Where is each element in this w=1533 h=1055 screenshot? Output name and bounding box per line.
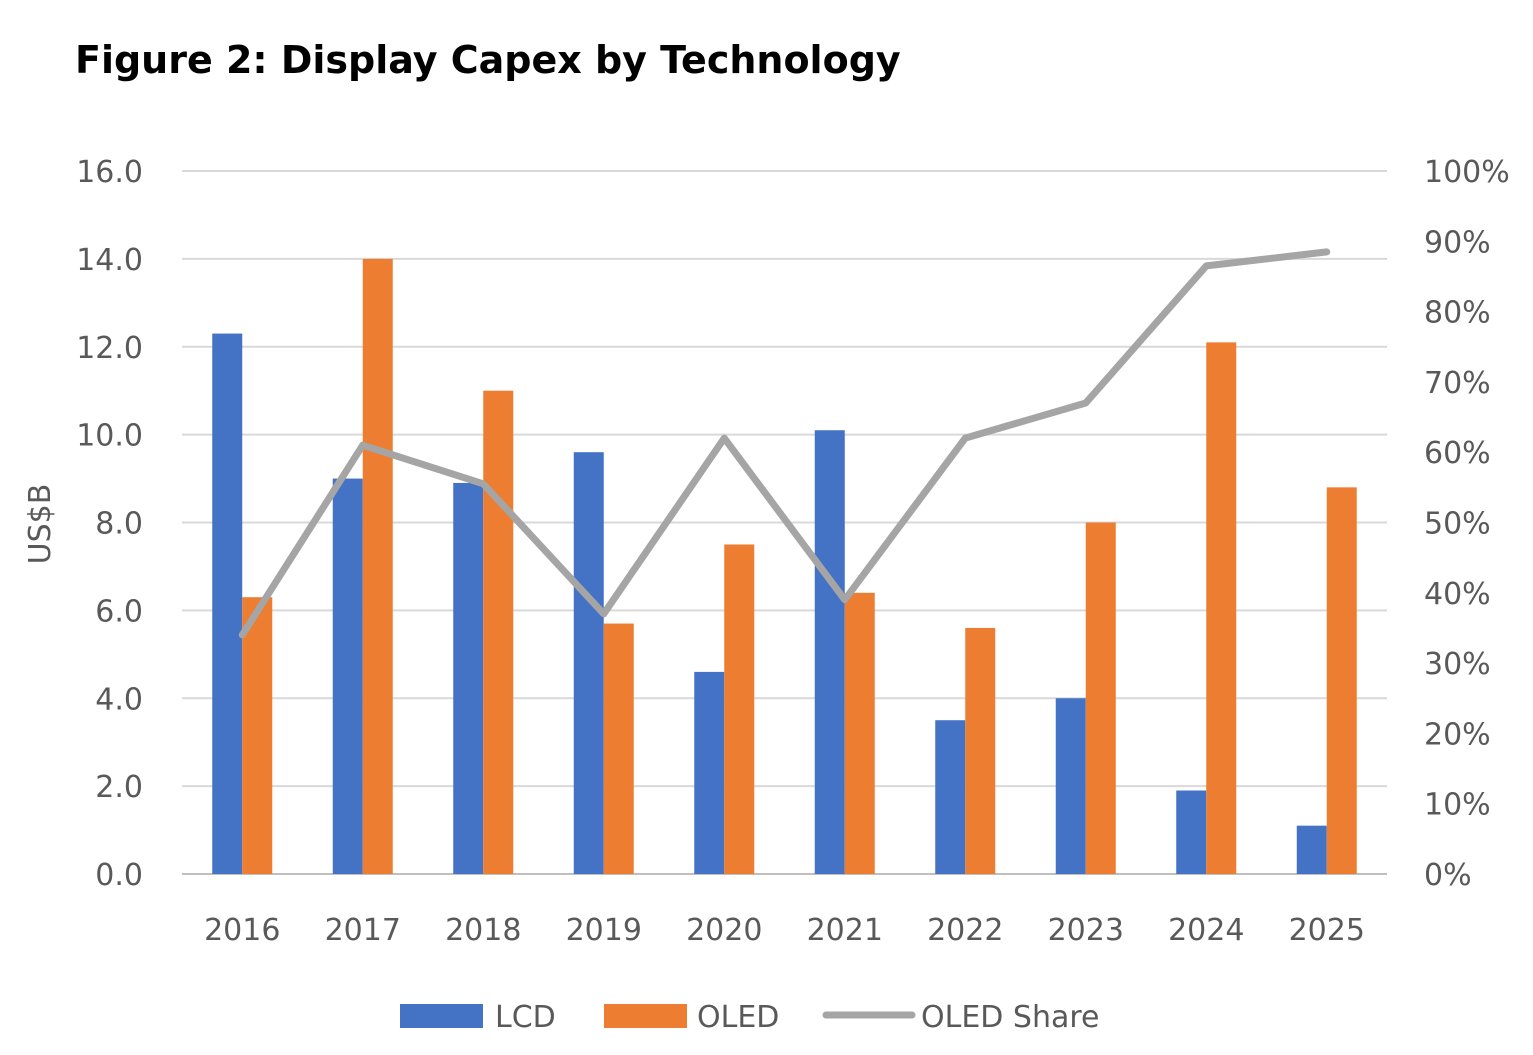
bar-lcd [814,430,845,874]
bar-lcd [573,452,604,874]
y-tick-label: 8.0 [95,507,143,542]
y2-tick-label: 10% [1424,788,1491,823]
x-tick-label: 2021 [807,913,883,948]
x-axis-ticks: 2016 2017 2018 2019 2020 2021 2022 2023 2024 2025 [204,913,1365,948]
bar-oled [1326,487,1357,874]
bars [212,258,1357,875]
y2-tick-label: 90% [1424,225,1491,260]
chart-title: Figure 2: Display Capex by Technology [75,38,901,82]
bar-oled [242,597,273,874]
bar-lcd [1176,790,1207,874]
bar-oled [603,623,634,874]
legend-label-lcd: LCD [495,1000,556,1035]
y-tick-label: 2.0 [95,770,143,805]
line-oled-share [238,248,1331,639]
y2-tick-label: 0% [1424,858,1472,893]
bar-oled [1085,522,1116,874]
bar-lcd [1055,698,1086,874]
bar-oled [965,627,996,874]
bar-oled [844,592,875,874]
bar-lcd [332,478,363,874]
x-tick-label: 2019 [566,913,642,948]
y2-tick-label: 20% [1424,717,1491,752]
y2-tick-label: 40% [1424,577,1491,612]
bar-lcd [694,671,725,874]
x-tick-label: 2017 [325,913,401,948]
y-tick-label: 14.0 [76,243,143,278]
y-tick-label: 10.0 [76,419,143,454]
legend-label-oled: OLED [697,1000,779,1035]
bar-lcd [1296,825,1327,874]
legend-label-oled-share: OLED Share [921,1000,1100,1035]
y2-axis-ticks: 0% 10% 20% 30% 40% 50% 60% 70% 80% 90% 100% [1424,155,1510,893]
x-tick-label: 2025 [1289,913,1365,948]
x-tick-label: 2024 [1168,913,1244,948]
bar-oled [483,390,514,874]
y-tick-label: 16.0 [76,155,143,190]
share-line [238,248,1331,639]
y2-tick-label: 30% [1424,647,1491,682]
y2-tick-label: 70% [1424,366,1491,401]
y-axis-ticks: 0.0 2.0 4.0 6.0 8.0 10.0 12.0 14.0 16.0 [76,155,143,893]
x-tick-label: 2022 [927,913,1003,948]
y2-tick-label: 60% [1424,436,1491,471]
y2-tick-label: 100% [1424,155,1510,190]
bar-lcd [212,333,243,875]
bar-lcd [453,482,484,874]
legend-swatch-lcd [400,1004,483,1028]
x-tick-label: 2016 [204,913,280,948]
x-tick-label: 2020 [686,913,762,948]
y-tick-label: 0.0 [95,858,143,893]
bar-oled [724,544,755,874]
y-tick-label: 6.0 [95,594,143,629]
legend-swatch-oled [604,1004,687,1028]
y-axis-label: US$B [23,484,58,565]
legend: LCD OLED OLED Share [400,1000,1100,1035]
bar-lcd [935,720,966,874]
x-tick-label: 2018 [445,913,521,948]
bar-oled [362,258,393,874]
y2-tick-label: 50% [1424,507,1491,542]
y2-tick-label: 80% [1424,296,1491,331]
y-tick-label: 4.0 [95,682,143,717]
y-tick-label: 12.0 [76,331,143,366]
bar-oled [1206,342,1237,874]
x-tick-label: 2023 [1048,913,1124,948]
